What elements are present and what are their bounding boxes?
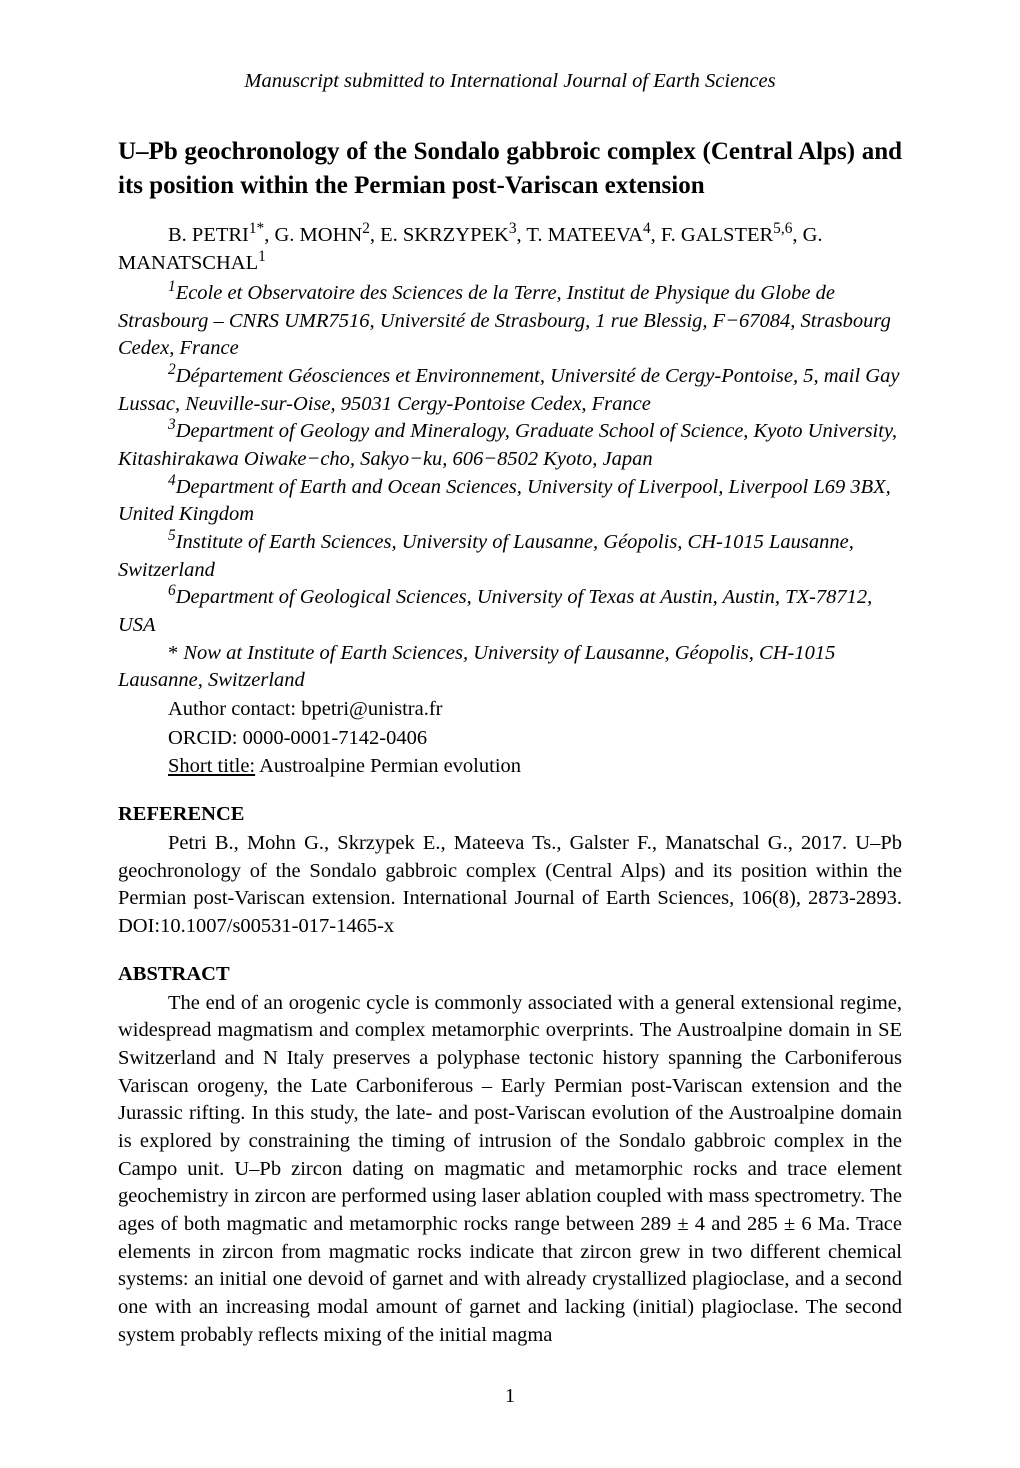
- abstract-heading: ABSTRACT: [118, 963, 902, 986]
- orcid-line: ORCID: 0000-0001-7142-0406: [118, 724, 902, 753]
- author-contact-email: bpetri@unistra.fr: [301, 698, 442, 720]
- orcid-label: ORCID:: [168, 727, 243, 749]
- affiliation-6: 6Department of Geological Sciences, Univ…: [118, 584, 902, 639]
- page-number: 1: [118, 1385, 902, 1408]
- abstract-paragraph: The end of an orogenic cycle is commonly…: [118, 990, 902, 1350]
- running-header: Manuscript submitted to International Jo…: [118, 70, 902, 93]
- short-title-value: Austroalpine Permian evolution: [255, 755, 521, 777]
- affiliation-3: 3Department of Geology and Mineralogy, G…: [118, 418, 902, 473]
- paper-title: U–Pb geochronology of the Sondalo gabbro…: [118, 135, 902, 203]
- short-title-label: Short title:: [168, 755, 255, 777]
- author-list: B. PETRI1*, G. MOHN2, E. SKRZYPEK3, T. M…: [118, 221, 902, 278]
- affiliation-note: * Now at Institute of Earth Sciences, Un…: [118, 640, 902, 695]
- orcid-value: 0000-0001-7142-0406: [243, 727, 427, 749]
- affiliations-block: 1Ecole et Observatoire des Sciences de l…: [118, 280, 902, 695]
- reference-heading: REFERENCE: [118, 803, 902, 826]
- affiliation-4: 4Department of Earth and Ocean Sciences,…: [118, 474, 902, 529]
- page: Manuscript submitted to International Jo…: [0, 0, 1020, 1468]
- reference-paragraph: Petri B., Mohn G., Skrzypek E., Mateeva …: [118, 830, 902, 941]
- affiliation-1: 1Ecole et Observatoire des Sciences de l…: [118, 280, 902, 363]
- affiliation-2: 2Département Géosciences et Environnemen…: [118, 363, 902, 418]
- affiliation-5: 5Institute of Earth Sciences, University…: [118, 529, 902, 584]
- author-contact-line: Author contact: bpetri@unistra.fr: [118, 695, 902, 724]
- author-contact-label: Author contact:: [168, 698, 301, 720]
- short-title-line: Short title: Austroalpine Permian evolut…: [118, 752, 902, 781]
